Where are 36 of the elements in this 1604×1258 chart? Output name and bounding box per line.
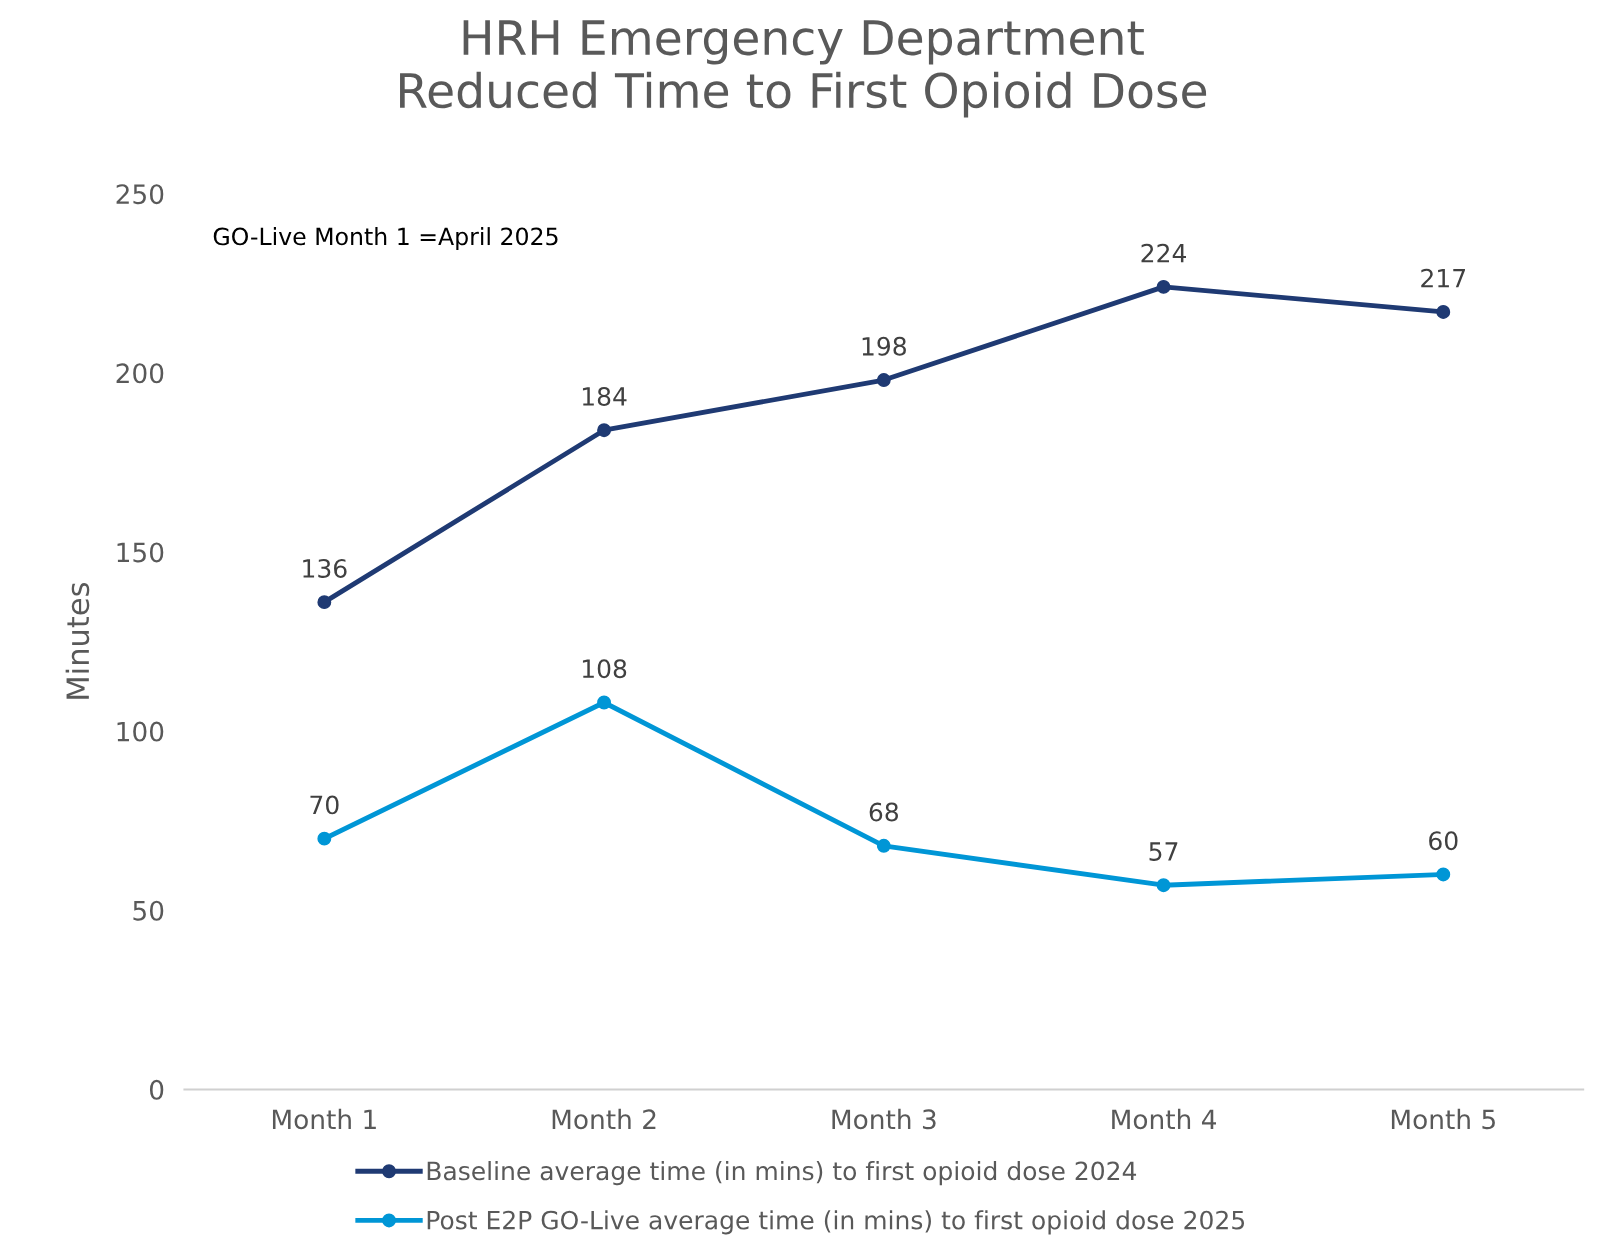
y-tick-label: 50 [133, 900, 164, 921]
point [317, 831, 332, 846]
data-label: 57 [1149, 842, 1178, 861]
x-tick-label: Month 1 [272, 1108, 376, 1130]
y-tick-label: 150 [117, 542, 164, 563]
point [1156, 279, 1171, 294]
point [876, 838, 891, 853]
point [317, 595, 332, 610]
data-label: 224 [1141, 243, 1186, 263]
legend-label: Baseline average time (in mins) to first opioid dose 2024 [427, 1160, 1137, 1186]
x-tick-label: Month 3 [832, 1108, 936, 1130]
point [1436, 305, 1451, 319]
y-tick-label: 250 [116, 184, 164, 205]
legend-label: Post E2P GO-Live average time (in mins) to first opioid dose 2025 [427, 1210, 1245, 1235]
data-label: 68 [869, 802, 898, 822]
data-label: 136 [303, 558, 347, 578]
y-tick-label: 0 [149, 1079, 164, 1100]
chart-title: HRH Emergency Department Reduced Time to First Opioid Dose [400, 20, 1207, 118]
point [597, 423, 612, 438]
y-axis-title: Minutes [65, 582, 90, 699]
y-tick-label: 200 [116, 363, 164, 384]
point [1156, 878, 1171, 893]
data-label: 184 [582, 387, 627, 406]
x-tick-label: Month 2 [552, 1108, 656, 1130]
annotation: GO-Live Month 1 =April 2025 [213, 227, 558, 250]
data-label: 217 [1421, 268, 1465, 288]
point [597, 695, 612, 710]
y-tick-label: 100 [117, 721, 164, 742]
data-label: 198 [862, 336, 906, 356]
x-tick-label: Month 5 [1391, 1108, 1495, 1130]
x-tick-label: Month 4 [1112, 1108, 1217, 1130]
data-label: 108 [582, 659, 627, 679]
point [1436, 867, 1451, 882]
data-label: 60 [1429, 831, 1458, 851]
point [876, 373, 891, 387]
data-label: 70 [310, 795, 339, 815]
